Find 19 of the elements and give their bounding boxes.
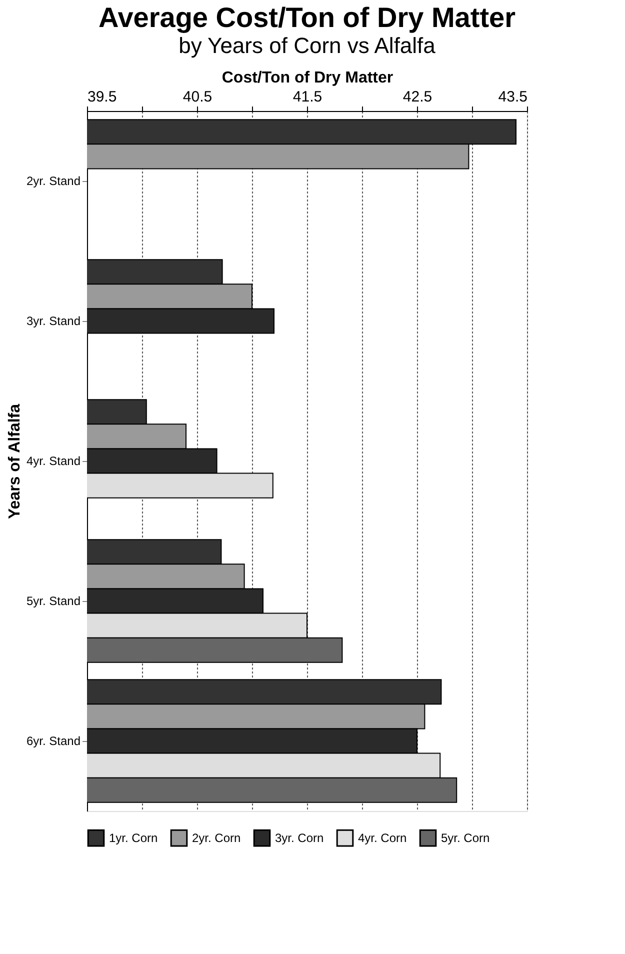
y-tick-label: 3yr. Stand — [26, 314, 80, 328]
x-tick-label: 41.5 — [292, 88, 322, 106]
x-tick-label: 43.5 — [498, 88, 528, 106]
x-tick-label: 39.5 — [88, 88, 117, 106]
y-axis-title: Years of Alfalfa — [6, 404, 24, 520]
y-tick-label: 2yr. Stand — [26, 174, 80, 188]
chart-title: Average Cost/Ton of Dry Matter — [98, 2, 516, 33]
x-tick-label: 42.5 — [402, 88, 432, 106]
x-tick-label: 40.5 — [182, 88, 212, 106]
legend-label: 3yr. Corn — [275, 831, 324, 846]
x-axis-title: Cost/Ton of Dry Matter — [222, 70, 394, 86]
y-tick-label: 5yr. Stand — [26, 594, 80, 608]
legend-label: 1yr. Corn — [109, 831, 158, 846]
legend-label: 4yr. Corn — [358, 831, 407, 846]
chart-subtitle: by Years of Corn vs Alfalfa — [178, 33, 436, 58]
legend-label: 5yr. Corn — [441, 831, 490, 846]
y-tick-label: 4yr. Stand — [26, 454, 80, 468]
y-tick-label: 6yr. Stand — [26, 734, 80, 748]
legend-label: 2yr. Corn — [192, 831, 241, 846]
